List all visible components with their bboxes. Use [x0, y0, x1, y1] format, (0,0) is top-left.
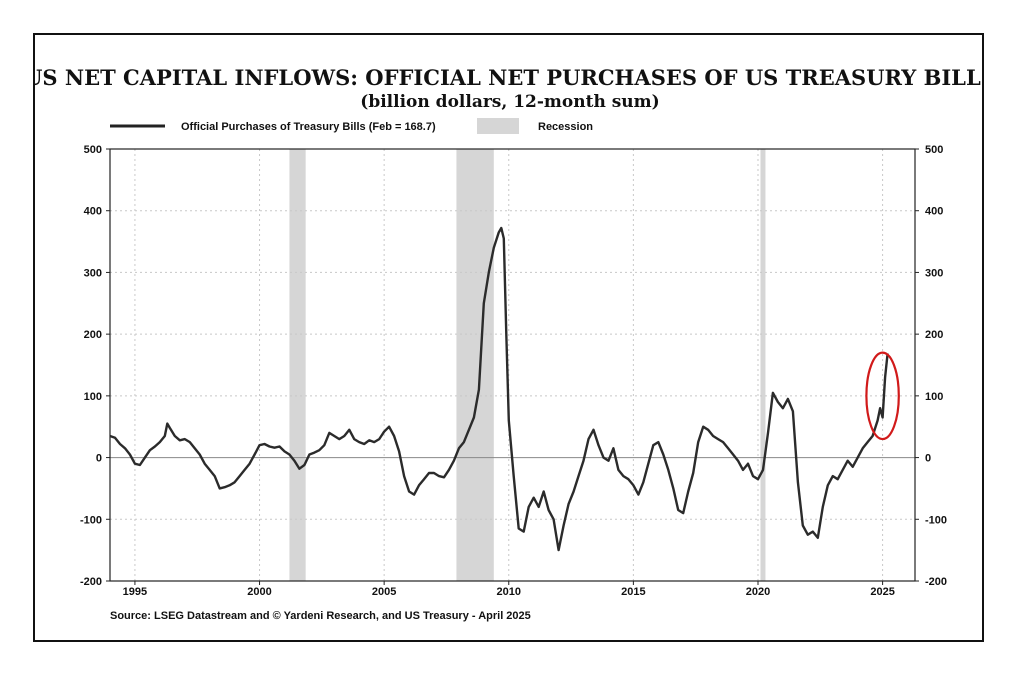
y-tick-label-right: 500: [925, 144, 943, 156]
x-tick-label: 2015: [621, 586, 645, 598]
source-note: Source: LSEG Datastream and © Yardeni Re…: [110, 610, 531, 622]
x-tick-label: 2000: [247, 586, 271, 598]
y-tick-label-left: -200: [80, 576, 102, 588]
y-tick-label-right: 0: [925, 453, 931, 465]
plot-area: 500 500 400 400 300 300 200 200 100 100 0 0 -100 -100…: [80, 144, 947, 598]
y-tick-label-left: 300: [84, 267, 102, 279]
legend-series-label: Official Purchases of Treasury Bills (Fe…: [181, 121, 436, 133]
y-tick-label-right: 100: [925, 391, 943, 403]
series-line: [109, 226, 889, 552]
legend: Official Purchases of Treasury Bills (Fe…: [110, 118, 593, 134]
recession-band: [456, 149, 494, 581]
legend-recession-swatch: [477, 118, 519, 134]
chart-svg: US NET CAPITAL INFLOWS: OFFICIAL NET PUR…: [35, 65, 982, 622]
legend-recession-label: Recession: [538, 121, 593, 133]
y-tick-label-left: 500: [84, 144, 102, 156]
x-tick-label: 2005: [372, 586, 396, 598]
recession-band: [760, 149, 766, 581]
x-tick-label: 1995: [123, 586, 147, 598]
y-tick-label-right: -200: [925, 576, 947, 588]
chart-frame: US NET CAPITAL INFLOWS: OFFICIAL NET PUR…: [33, 33, 984, 642]
y-tick-label-right: 200: [925, 329, 943, 341]
chart-subtitle: (billion dollars, 12-month sum): [360, 92, 659, 112]
recession-band: [289, 149, 306, 581]
y-tick-label-right: 300: [925, 267, 943, 279]
x-tick-label: 2020: [746, 586, 770, 598]
y-tick-label-left: 400: [84, 206, 102, 218]
y-tick-label-right: 400: [925, 206, 943, 218]
y-tick-label-left: 100: [84, 391, 102, 403]
y-tick-label-right: -100: [925, 514, 947, 526]
x-tick-label: 2010: [497, 586, 521, 598]
highlight-ellipse: [865, 351, 900, 441]
y-tick-label-left: 0: [96, 453, 102, 465]
plot-border: [109, 148, 916, 582]
y-tick-label-left: 200: [84, 329, 102, 341]
chart-title: US NET CAPITAL INFLOWS: OFFICIAL NET PUR…: [35, 65, 982, 90]
x-tick-label: 2025: [870, 586, 894, 598]
y-tick-label-left: -100: [80, 514, 102, 526]
